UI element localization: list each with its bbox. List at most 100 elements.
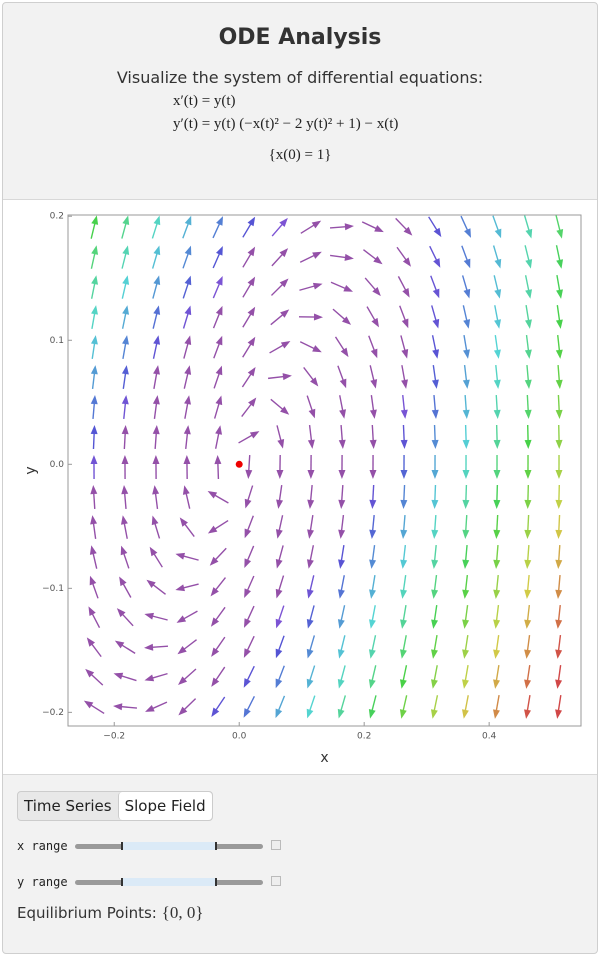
slider-toggle[interactable] xyxy=(271,840,281,850)
field-arrow xyxy=(524,335,532,359)
field-arrow xyxy=(211,696,226,717)
field-arrow xyxy=(524,424,532,449)
field-arrow xyxy=(210,606,226,627)
field-arrow xyxy=(462,695,469,719)
field-arrow xyxy=(524,454,532,479)
field-arrow xyxy=(241,366,256,388)
field-arrow xyxy=(492,215,502,239)
field-arrow xyxy=(90,365,98,389)
field-arrow xyxy=(397,276,410,298)
tab[interactable]: Time Series xyxy=(24,797,112,815)
field-arrow xyxy=(524,695,531,719)
field-arrow xyxy=(555,635,563,659)
field-arrow xyxy=(462,394,470,419)
equilibrium: Equilibrium Points: {0, 0} xyxy=(17,903,203,923)
field-arrow xyxy=(121,455,129,480)
field-arrow xyxy=(493,635,501,659)
field-arrow xyxy=(275,635,285,659)
field-arrow xyxy=(89,575,99,599)
slider[interactable] xyxy=(75,878,263,886)
field-arrow xyxy=(89,545,98,569)
field-arrow xyxy=(337,695,347,719)
slider-label: x range xyxy=(17,839,68,853)
field-arrow xyxy=(151,215,161,239)
field-arrow xyxy=(306,545,315,569)
field-arrow xyxy=(396,246,411,267)
field-arrow xyxy=(212,275,223,299)
field-arrow xyxy=(243,665,255,688)
field-arrow xyxy=(276,485,284,509)
field-arrow xyxy=(555,394,563,419)
field-arrow xyxy=(267,373,292,381)
field-arrow xyxy=(144,643,169,651)
field-arrow xyxy=(428,216,442,238)
field-arrow xyxy=(368,635,377,659)
field-arrow xyxy=(523,215,533,239)
field-arrow xyxy=(276,454,284,479)
field-arrow xyxy=(307,425,315,449)
field-arrow xyxy=(275,605,285,629)
field-arrow xyxy=(119,576,132,598)
field-arrow xyxy=(462,484,470,509)
field-arrow xyxy=(431,665,438,689)
field-arrow xyxy=(244,575,255,598)
field-arrow xyxy=(555,544,563,569)
field-arrow xyxy=(369,575,376,599)
field-arrow xyxy=(179,517,195,537)
field-arrow xyxy=(182,305,192,329)
field-arrow xyxy=(492,245,502,269)
field-arrow xyxy=(369,454,377,479)
field-arrow xyxy=(462,635,470,659)
field-arrow xyxy=(429,245,441,268)
slider-toggle[interactable] xyxy=(271,876,281,886)
field-arrow xyxy=(493,335,501,359)
field-arrow xyxy=(337,575,345,599)
field-arrow xyxy=(431,454,439,479)
field-arrow xyxy=(339,395,347,419)
field-arrow xyxy=(90,425,98,450)
field-arrow xyxy=(90,215,99,239)
slider-label: y range xyxy=(17,875,68,889)
field-arrow xyxy=(493,574,501,599)
field-arrow xyxy=(462,424,470,449)
field-arrow xyxy=(338,424,346,449)
field-arrow xyxy=(493,665,500,689)
field-arrow xyxy=(120,545,130,569)
equilibrium-value: {0, 0} xyxy=(161,903,204,922)
field-arrow xyxy=(211,636,226,657)
field-arrow xyxy=(556,275,563,299)
field-arrow xyxy=(116,608,134,627)
field-arrow xyxy=(462,514,470,539)
slider[interactable] xyxy=(75,842,263,850)
field-arrow xyxy=(524,604,532,629)
field-arrow xyxy=(524,275,533,299)
field-arrow xyxy=(366,306,379,328)
tab[interactable]: Slope Field xyxy=(117,792,212,820)
field-arrow xyxy=(399,305,409,329)
field-arrow xyxy=(400,605,407,629)
field-arrow xyxy=(90,275,99,299)
field-arrow xyxy=(271,217,288,237)
field-arrow xyxy=(462,605,470,629)
field-arrow xyxy=(243,695,256,718)
field-arrow xyxy=(524,665,532,689)
equilibrium-label: Equilibrium Points: xyxy=(17,904,157,922)
field-arrow xyxy=(184,395,191,419)
field-arrow xyxy=(113,672,137,682)
y-tick-label: 0.2 xyxy=(50,212,64,222)
slider-row: x range xyxy=(17,839,281,853)
field-arrow xyxy=(493,544,501,569)
field-arrow xyxy=(152,455,160,480)
field-arrow xyxy=(555,245,564,269)
field-arrow xyxy=(369,545,377,569)
field-arrow xyxy=(338,484,346,509)
y-tick-label: 0.1 xyxy=(50,336,64,346)
y-tick-label: 0.0 xyxy=(50,460,65,470)
equation: {x(0) = 1} xyxy=(268,147,332,163)
field-arrow xyxy=(493,484,501,509)
field-arrow xyxy=(369,365,378,389)
field-arrow xyxy=(212,246,223,269)
field-arrow xyxy=(270,278,289,296)
field-arrow xyxy=(400,514,408,539)
field-arrow xyxy=(271,248,289,267)
